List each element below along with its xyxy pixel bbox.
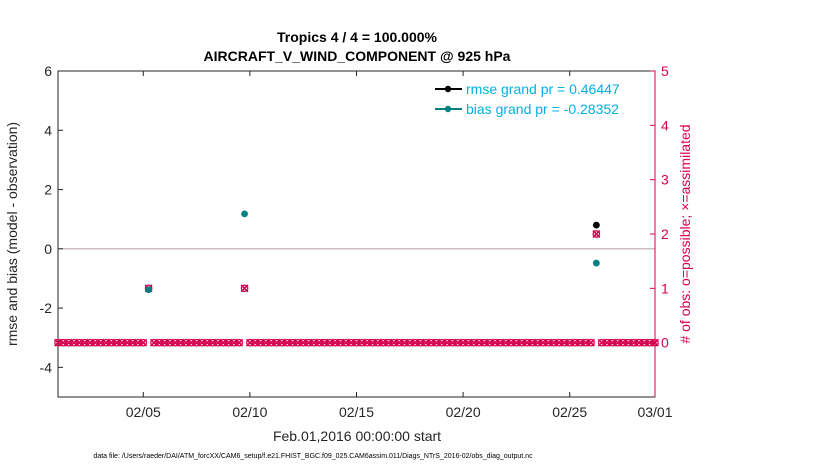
right-y-tick-label: 0 [661,335,669,351]
bias-point [241,210,248,218]
right-y-tick-label: 1 [661,280,669,296]
x-axis-label: Feb.01,2016 00:00:00 start [273,428,441,444]
data-file-footer: data file: /Users/raeder/DAI/ATM_forcXX/… [93,453,533,460]
obs-count-point [240,284,249,293]
obs-count-series [54,230,659,347]
y-tick-label: 0 [44,241,52,257]
obs-count-point [651,338,659,347]
y-axis-ticks: 6 4 2 0 -2 -4 [40,63,63,375]
y-tick-label: 2 [44,182,52,198]
legend-label-rmse: rmse grand pr = 0.46447 [466,81,620,97]
obs-count-point [139,338,148,347]
y-tick-label: 6 [44,63,52,79]
right-y-tick-label: 2 [661,226,669,242]
x-tick-label: 02/20 [446,404,481,420]
right-y-tick-label: 5 [661,63,669,79]
right-y-tick-label: 3 [661,172,669,188]
chart-title: Tropics 4 / 4 = 100.000% [277,29,437,45]
x-tick-label: 02/15 [339,404,374,420]
x-tick-label: 02/10 [232,404,267,420]
legend-label-bias: bias grand pr = -0.28352 [466,101,619,117]
bias-point [145,286,153,294]
legend: rmse grand pr = 0.46447 bias grand pr = … [435,81,620,117]
right-y-axis-label: # of obs: o=possible; ×=assimilated [677,124,693,343]
obs-count-point [592,230,601,238]
bias-point [592,259,600,267]
legend-item-bias: bias grand pr = -0.28352 [435,101,619,117]
plot-area [57,70,656,398]
x-tick-label: 02/25 [552,404,587,420]
rmse-point [592,221,600,229]
x-axis-ticks: 02/05 02/10 02/15 02/20 02/25 03/01 [126,71,673,420]
legend-item-rmse: rmse grand pr = 0.46447 [435,81,620,97]
y-axis-label: rmse and bias (model - observation) [4,122,20,346]
y-tick-label: -2 [40,300,53,316]
y-tick-label: 4 [44,122,52,138]
y-tick-label: -4 [40,359,53,375]
right-y-tick-label: 4 [661,117,669,133]
x-tick-label: 03/01 [637,404,672,420]
obs-count-point [235,338,244,347]
obs-count-point [587,338,596,347]
chart-subtitle: AIRCRAFT_V_WIND_COMPONENT @ 925 hPa [204,48,511,64]
data-series [145,210,600,294]
x-tick-label: 02/05 [126,404,161,420]
